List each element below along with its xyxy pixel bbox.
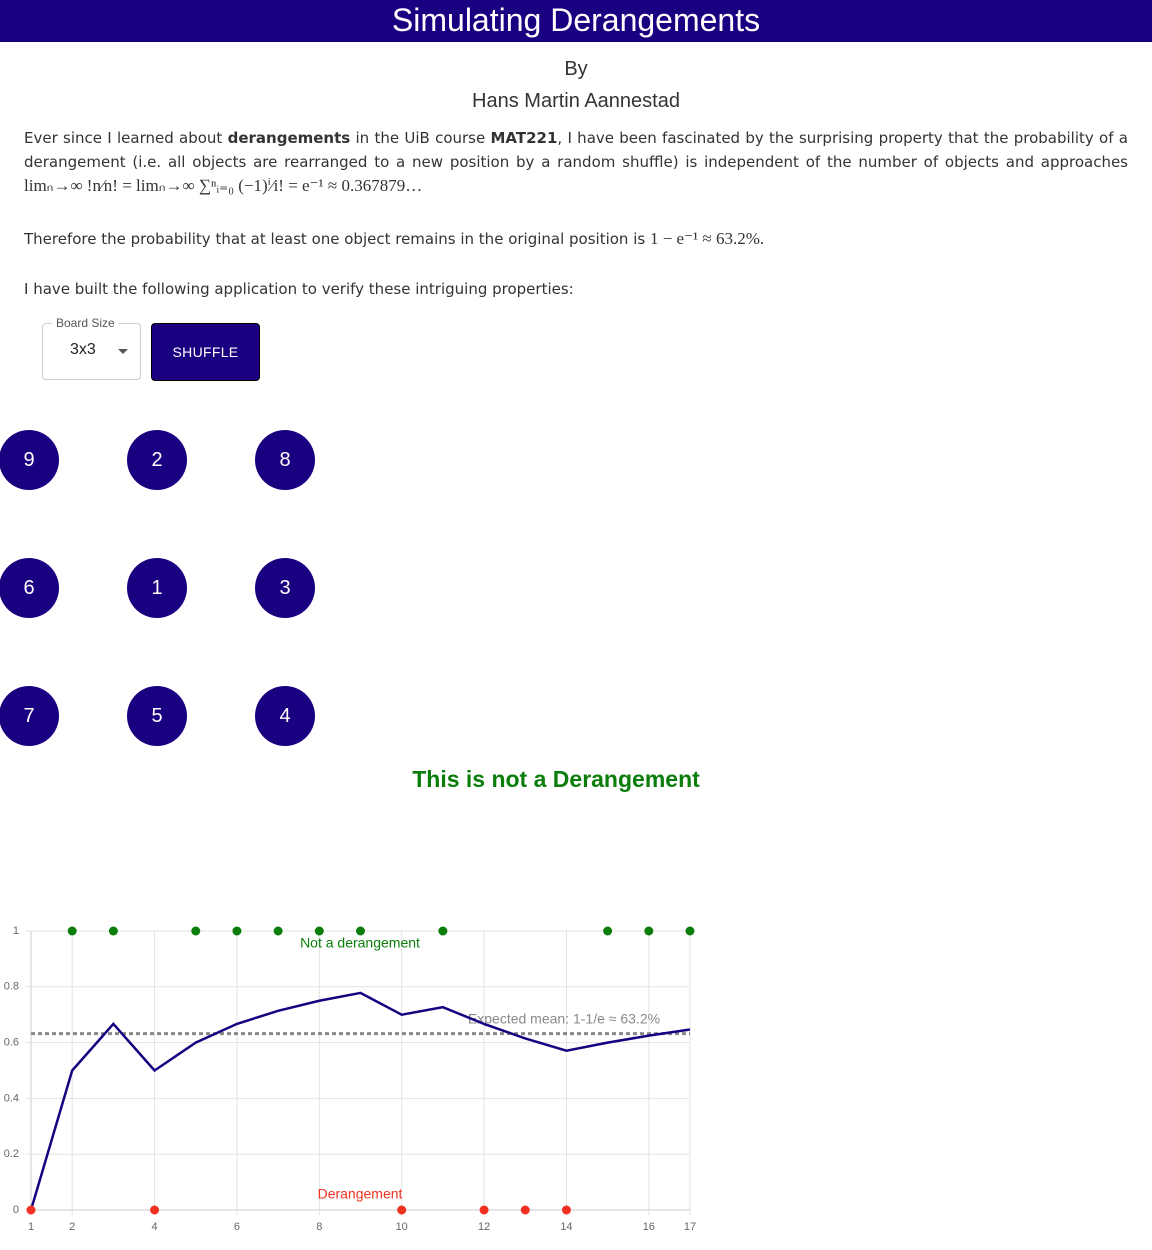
trial-point bbox=[520, 1205, 530, 1215]
trial-point bbox=[603, 926, 613, 936]
x-tick-label: 1 bbox=[28, 1221, 34, 1233]
byline: By bbox=[564, 58, 588, 80]
tile[interactable]: 6 bbox=[0, 558, 59, 618]
trial-point bbox=[644, 926, 654, 936]
trial-point bbox=[67, 926, 77, 936]
annotation: Derangement bbox=[318, 1186, 403, 1202]
tile[interactable]: 9 bbox=[0, 430, 59, 490]
y-tick-label: 0 bbox=[13, 1204, 19, 1216]
x-tick-label: 10 bbox=[396, 1221, 408, 1233]
math: limₙ→∞ !n⁄n! = limₙ→∞ ∑ⁿᵢ₌₀ (−1)ⁱ⁄i! = e… bbox=[24, 176, 423, 195]
trial-point bbox=[685, 926, 695, 936]
select-label: Board Size bbox=[52, 316, 119, 330]
trial-point bbox=[26, 1205, 36, 1215]
page-title: Simulating Derangements bbox=[0, 0, 1152, 42]
trial-point bbox=[314, 926, 324, 936]
paragraph: I have built the following application t… bbox=[24, 280, 574, 298]
author: Hans Martin Aannestad bbox=[472, 90, 680, 112]
bold-text: derangements bbox=[227, 129, 351, 147]
tile[interactable]: 7 bbox=[0, 686, 59, 746]
reference-label: Expected mean: 1-1/e ≈ 63.2% bbox=[468, 1010, 660, 1026]
tile[interactable]: 3 bbox=[255, 558, 315, 618]
shuffle-button[interactable]: SHUFFLE bbox=[151, 323, 260, 381]
trial-point bbox=[273, 926, 283, 936]
select-value[interactable]: 3x3 bbox=[70, 341, 96, 358]
tile[interactable]: 1 bbox=[127, 558, 187, 618]
text: in the UiB course bbox=[350, 129, 491, 147]
math: 1 − e⁻¹ ≈ 63.2%. bbox=[649, 229, 765, 248]
trial-point bbox=[438, 926, 448, 936]
y-tick-label: 0.6 bbox=[4, 1037, 19, 1049]
trial-point bbox=[479, 1205, 489, 1215]
y-tick-label: 0.4 bbox=[4, 1092, 19, 1104]
y-tick-label: 1 bbox=[13, 925, 19, 937]
paragraph: Therefore the probability that at least … bbox=[24, 227, 1128, 251]
x-tick-label: 17 bbox=[684, 1221, 696, 1233]
y-tick-label: 0.2 bbox=[4, 1148, 19, 1160]
trial-point bbox=[561, 1205, 571, 1215]
x-tick-label: 16 bbox=[643, 1221, 655, 1233]
trial-point bbox=[232, 926, 242, 936]
paragraph: Ever since I learned about derangements … bbox=[24, 126, 1128, 198]
x-tick-label: 8 bbox=[316, 1221, 322, 1233]
tile[interactable]: 2 bbox=[127, 430, 187, 490]
status: This is not a Derangement bbox=[412, 766, 700, 792]
mean-line bbox=[29, 991, 691, 1211]
x-tick-label: 14 bbox=[560, 1221, 572, 1233]
x-tick-label: 4 bbox=[152, 1221, 158, 1233]
trial-point bbox=[191, 926, 201, 936]
dropdown-arrow[interactable] bbox=[118, 349, 128, 354]
bold-text: MAT221 bbox=[490, 129, 558, 147]
annotation: Not a derangement bbox=[300, 935, 420, 951]
trial-point bbox=[108, 926, 118, 936]
y-tick-label: 0.8 bbox=[4, 981, 19, 993]
x-tick-label: 6 bbox=[234, 1221, 240, 1233]
x-tick-label: 2 bbox=[69, 1221, 75, 1233]
text: Therefore the probability that at least … bbox=[24, 230, 650, 248]
tile[interactable]: 8 bbox=[255, 430, 315, 490]
trial-point bbox=[356, 926, 365, 936]
tile[interactable]: 5 bbox=[127, 686, 187, 746]
trial-point bbox=[150, 1205, 160, 1215]
text: Ever since I learned about bbox=[24, 129, 228, 147]
tile[interactable]: 4 bbox=[255, 686, 315, 746]
trial-point bbox=[397, 1205, 407, 1215]
text: , I have been fascinated by the surprisi… bbox=[24, 129, 1128, 171]
x-tick-label: 12 bbox=[478, 1221, 490, 1233]
